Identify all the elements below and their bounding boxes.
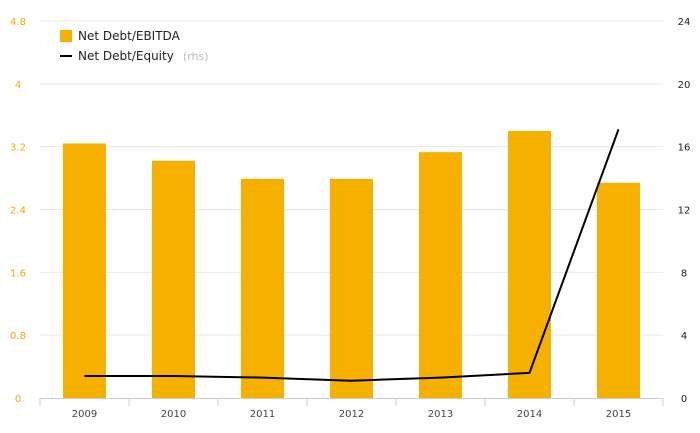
legend-label-bar: Net Debt/EBITDA bbox=[78, 29, 181, 43]
y-right-tick-label: 20 bbox=[678, 80, 691, 91]
y-left-tick-label: 3.2 bbox=[10, 143, 26, 154]
y-right-tick-label: 4 bbox=[681, 331, 687, 342]
x-tick-label: 2012 bbox=[339, 409, 364, 420]
x-tick-label: 2009 bbox=[72, 409, 97, 420]
bar bbox=[152, 160, 195, 398]
y-right-tick-label: 16 bbox=[678, 143, 691, 154]
legend-swatch-bar bbox=[60, 30, 72, 42]
y-left-tick-label: 0.8 bbox=[10, 331, 26, 342]
y-right-tick-label: 0 bbox=[681, 394, 687, 405]
x-axis: 2009 2010 2011 2012 2013 2014 2015 bbox=[39, 398, 664, 420]
x-tick-label: 2011 bbox=[250, 409, 275, 420]
bar-series bbox=[63, 130, 640, 399]
bar bbox=[419, 152, 462, 398]
x-tick-label: 2014 bbox=[517, 409, 542, 420]
x-tick-label: 2013 bbox=[428, 409, 453, 420]
x-tick-label: 2010 bbox=[161, 409, 186, 420]
bar bbox=[330, 178, 373, 398]
bar bbox=[597, 182, 640, 398]
series-line-net-debt-equity bbox=[84, 129, 620, 382]
y-left-tick-label: 1.6 bbox=[10, 268, 26, 279]
y-right-tick-label: 24 bbox=[678, 17, 691, 28]
legend: Net Debt/EBITDA Net Debt/Equity (rhs) bbox=[60, 29, 209, 64]
y-right-tick-label: 12 bbox=[678, 206, 691, 217]
y-right-tick-label: 8 bbox=[681, 268, 687, 279]
y-left-tick-label: 2.4 bbox=[10, 206, 26, 217]
line-series bbox=[84, 129, 620, 382]
y-left-tick-label: 4.8 bbox=[10, 17, 26, 28]
legend-label-line-group: Net Debt/Equity (rhs) bbox=[78, 45, 209, 64]
y-left-tick-label: 0 bbox=[15, 394, 21, 405]
bar bbox=[63, 143, 106, 398]
x-tick-label: 2015 bbox=[606, 409, 631, 420]
y-axis-left: 0 0.8 1.6 2.4 3.2 4 4.8 bbox=[10, 17, 26, 405]
legend-label-line-note: (rhs) bbox=[183, 50, 209, 63]
legend-label-line: Net Debt/Equity bbox=[78, 49, 174, 63]
bar bbox=[508, 130, 551, 399]
y-left-tick-label: 4 bbox=[15, 80, 21, 91]
y-axis-right: 0 4 8 12 16 20 24 bbox=[678, 17, 691, 405]
bar bbox=[241, 178, 284, 398]
